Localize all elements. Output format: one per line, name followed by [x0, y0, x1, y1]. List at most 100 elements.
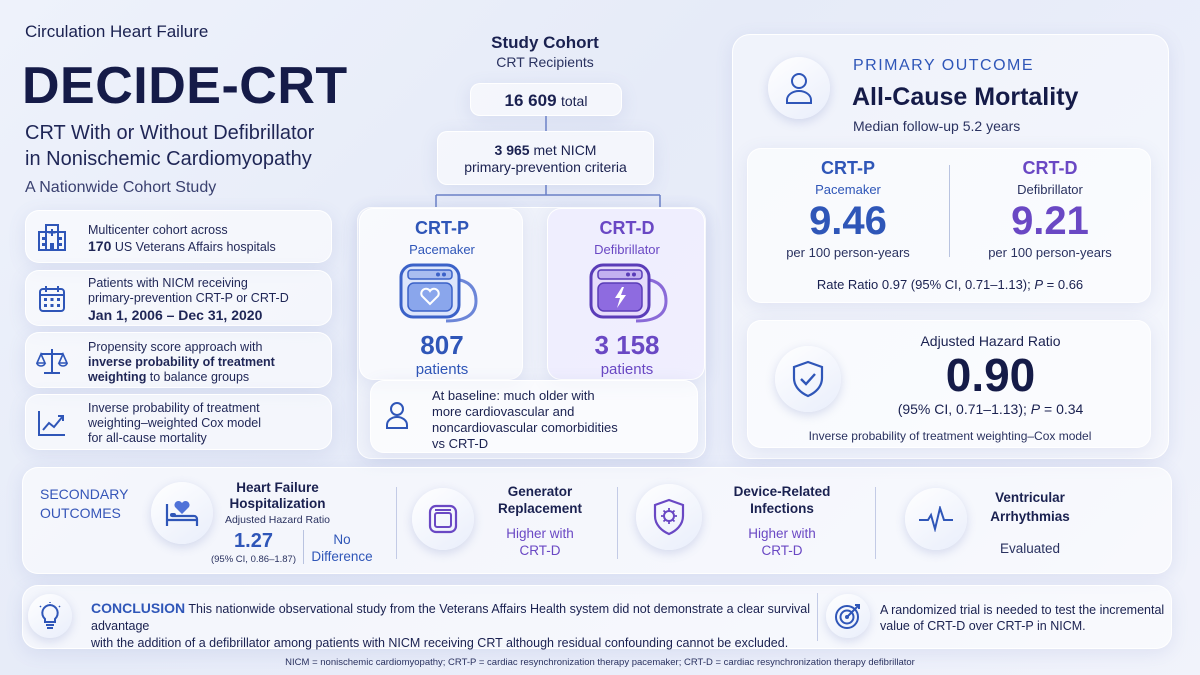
person-icon [385, 401, 409, 434]
target-text: value of CRT-D over CRT-P in NICM. [880, 619, 1086, 633]
defibrillator-device-icon [588, 259, 670, 330]
generator-result: CRT-D [519, 543, 561, 558]
divider [875, 487, 876, 559]
arrhythmia-title: Ventricular [995, 490, 1065, 505]
divider [303, 530, 304, 564]
heart-bed-icon [151, 482, 213, 544]
trend-chart-icon [32, 403, 72, 443]
crtp-rate-unit: per 100 person-years [786, 245, 910, 260]
feature-text: Jan 1, 2006 – Dec 31, 2020 [88, 307, 263, 323]
total-label: total [560, 93, 588, 109]
hr-value: 0.90 [945, 349, 1036, 401]
crtp-rate-name: CRT-P [821, 158, 875, 178]
hf-title: Heart Failure [236, 480, 319, 495]
shield-virus-icon [636, 484, 702, 550]
feature-text: Patients with NICM receiving [88, 276, 248, 290]
crtd-rate-value: 9.21 [1011, 199, 1089, 243]
primary-title: All-Cause Mortality [852, 83, 1079, 111]
conclusion-text: CONCLUSION This nationwide observational… [91, 600, 810, 633]
infection-result: Higher with [748, 526, 816, 541]
feature-text: Inverse probability of treatment [88, 401, 260, 415]
scale-icon [32, 341, 72, 381]
crtp-arm-card: CRT-P Pacemaker 807 patients [359, 208, 523, 380]
crtd-count-label: patients [600, 361, 654, 378]
crtd-name: CRT-D [599, 218, 655, 238]
ecg-waveform-icon [905, 488, 967, 550]
infection-result: CRT-D [761, 543, 803, 558]
generator-title: Generator [507, 484, 573, 499]
crtp-rate-value: 9.46 [809, 199, 887, 243]
rate-ratio: Rate Ratio 0.97 (95% CI, 0.71–1.13); P =… [816, 277, 1084, 292]
calendar-icon [32, 279, 72, 319]
crtp-count-label: patients [415, 361, 469, 378]
subtitle-line: in Nonischemic Cardiomyopathy [25, 148, 312, 170]
generator-result: Higher with [506, 526, 574, 541]
page-title: DECIDE-CRT [22, 57, 348, 115]
feature-text: 170 US Veterans Affairs hospitals [88, 238, 276, 254]
hf-verdict: Difference [311, 549, 373, 564]
hazard-ratio-card: Adjusted Hazard Ratio 0.90 (95% CI, 0.71… [747, 320, 1151, 448]
study-type: A Nationwide Cohort Study [25, 179, 217, 196]
shield-check-icon [775, 346, 841, 412]
conclusion-label: CONCLUSION [91, 600, 186, 616]
primary-label: PRIMARY OUTCOME [853, 57, 1035, 74]
hf-sub: Adjusted Hazard Ratio [224, 514, 331, 526]
cohort-title: Study Cohort [491, 33, 599, 52]
hr-model: Inverse probability of treatment weighti… [808, 429, 1092, 443]
feature-card-model: Inverse probability of treatment weighti… [25, 394, 332, 450]
baseline-text: noncardiovascular comorbidities [432, 420, 618, 435]
feature-text: weighting to balance groups [88, 370, 250, 384]
crtp-count: 807 [420, 330, 464, 360]
divider [617, 487, 618, 559]
arrhythmia-result: Evaluated [999, 541, 1061, 556]
baseline-text: more cardiovascular and [432, 404, 575, 419]
crtd-type: Defibrillator [594, 242, 660, 257]
hr-ci: (95% CI, 0.71–1.13); P = 0.34 [897, 401, 1084, 417]
feature-card-hospitals: Multicenter cohort across 170 US Veteran… [25, 210, 332, 263]
generator-icon [412, 488, 474, 550]
cohort-subtitle: CRT Recipients [496, 54, 594, 70]
secondary-label: SECONDARY OUTCOMES [40, 486, 129, 521]
feature-text: Multicenter cohort across [88, 223, 228, 237]
journal-name: Circulation Heart Failure [25, 22, 209, 41]
feature-text: weighting–weighted Cox model [88, 416, 262, 430]
secondary-outcomes-panel [22, 467, 1172, 574]
hf-ci: (95% CI, 0.86–1.87) [210, 554, 297, 565]
conclusion-panel [22, 585, 1172, 649]
crtp-type: Pacemaker [409, 242, 475, 257]
person-icon-primary [768, 57, 830, 119]
hf-value: 1.27 [234, 530, 273, 552]
hr-label: Adjusted Hazard Ratio [920, 333, 1061, 349]
infection-title: Infections [750, 501, 814, 516]
generator-title: Replacement [497, 501, 583, 516]
crtd-rate-unit: per 100 person-years [988, 245, 1112, 260]
subtitle-line: CRT With or Without Defibrillator [25, 122, 315, 144]
feature-text: for all-cause mortality [88, 431, 207, 445]
baseline-text: At baseline: much older with [432, 388, 595, 403]
hf-title: Hospitalization [229, 496, 326, 511]
footnote: NICM = nonischemic cardiomyopathy; CRT-P… [285, 657, 915, 668]
divider [396, 487, 397, 559]
mortality-rates-card: CRT-P Pacemaker 9.46 per 100 person-year… [747, 148, 1151, 303]
total-number: 16 609 [504, 91, 557, 110]
divider [817, 593, 818, 641]
divider [949, 165, 950, 257]
crtd-rate-name: CRT-D [1022, 158, 1078, 178]
crtp-rate-type: Pacemaker [815, 182, 881, 197]
baseline-note: At baseline: much older with more cardio… [370, 380, 698, 453]
primary-followup: Median follow-up 5.2 years [853, 118, 1021, 134]
hf-verdict: No [333, 532, 351, 547]
subtitle: CRT With or Without Defibrillator in Non… [25, 120, 314, 172]
arrhythmia-title: Arrhythmias [990, 509, 1070, 524]
feature-text: inverse probability of treatment [88, 355, 275, 369]
feature-text: Propensity score approach with [88, 340, 263, 354]
baseline-text: vs CRT-D [432, 436, 489, 451]
criteria-line: primary-prevention criteria [464, 159, 627, 175]
conclusion-text: with the addition of a defibrillator amo… [91, 636, 789, 650]
total-box: 16 609 total [470, 83, 622, 116]
feature-card-methods: Propensity score approach with inverse p… [25, 332, 332, 388]
crtd-rate-type: Defibrillator [1017, 182, 1083, 197]
hospital-icon [32, 217, 72, 257]
target-text: A randomized trial is needed to test the… [880, 603, 1165, 617]
criteria-box: 3 965 met NICM primary-prevention criter… [437, 131, 654, 185]
